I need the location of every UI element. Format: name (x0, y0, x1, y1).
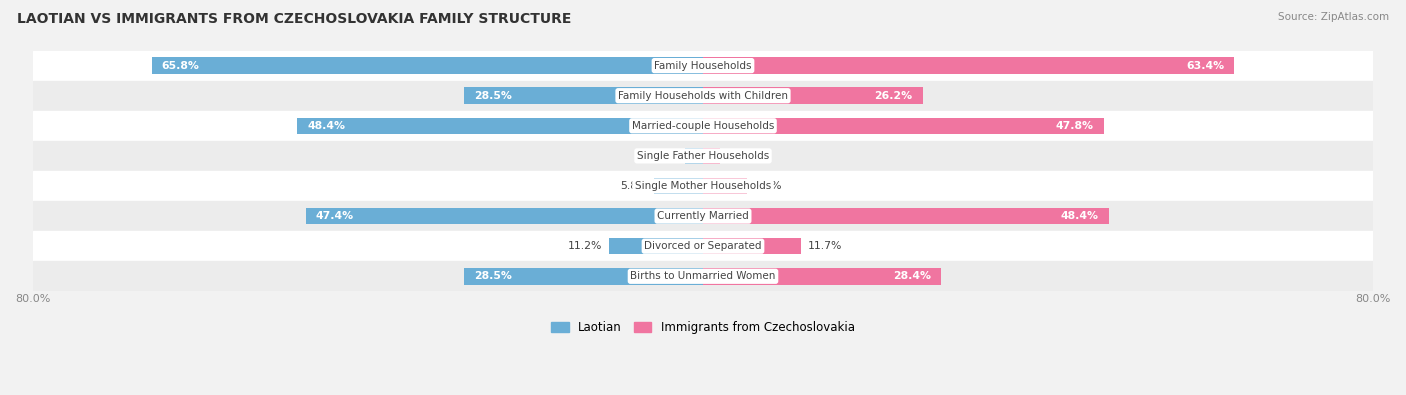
Bar (32, 51, 1374, 81)
Bar (609, 238, 703, 254)
Text: 28.4%: 28.4% (893, 271, 931, 281)
Bar (32, 171, 1374, 201)
Bar (32, 141, 1374, 171)
Text: Family Households with Children: Family Households with Children (619, 91, 787, 101)
Bar (464, 87, 703, 104)
Text: 2.0%: 2.0% (727, 151, 754, 161)
Text: 28.5%: 28.5% (474, 271, 512, 281)
Text: 11.2%: 11.2% (568, 241, 602, 251)
Text: 63.4%: 63.4% (1187, 60, 1225, 71)
Text: Births to Unmarried Women: Births to Unmarried Women (630, 271, 776, 281)
Text: Married-couple Households: Married-couple Households (631, 121, 775, 131)
Text: 11.7%: 11.7% (807, 241, 842, 251)
Bar (307, 208, 703, 224)
Text: Single Father Households: Single Father Households (637, 151, 769, 161)
Bar (703, 178, 748, 194)
Bar (703, 208, 1108, 224)
Text: 5.8%: 5.8% (620, 181, 648, 191)
Bar (32, 81, 1374, 111)
Text: 48.4%: 48.4% (308, 121, 346, 131)
Text: 65.8%: 65.8% (162, 60, 200, 71)
Bar (464, 268, 703, 284)
Legend: Laotian, Immigrants from Czechoslovakia: Laotian, Immigrants from Czechoslovakia (547, 316, 859, 339)
Bar (32, 111, 1374, 141)
Text: 48.4%: 48.4% (1060, 211, 1098, 221)
Text: 28.5%: 28.5% (474, 91, 512, 101)
Text: Single Mother Households: Single Mother Households (636, 181, 770, 191)
Text: 5.3%: 5.3% (754, 181, 782, 191)
Bar (703, 238, 801, 254)
Bar (152, 57, 703, 74)
Text: Divorced or Separated: Divorced or Separated (644, 241, 762, 251)
Bar (703, 148, 720, 164)
Bar (703, 87, 922, 104)
Text: 47.8%: 47.8% (1056, 121, 1094, 131)
Text: LAOTIAN VS IMMIGRANTS FROM CZECHOSLOVAKIA FAMILY STRUCTURE: LAOTIAN VS IMMIGRANTS FROM CZECHOSLOVAKI… (17, 12, 571, 26)
Bar (32, 261, 1374, 292)
Text: 2.2%: 2.2% (651, 151, 678, 161)
Bar (703, 118, 1104, 134)
Text: 47.4%: 47.4% (316, 211, 354, 221)
Text: 26.2%: 26.2% (875, 91, 912, 101)
Bar (703, 268, 941, 284)
Text: Source: ZipAtlas.com: Source: ZipAtlas.com (1278, 12, 1389, 22)
Text: Currently Married: Currently Married (657, 211, 749, 221)
Bar (685, 148, 703, 164)
Bar (298, 118, 703, 134)
Bar (32, 201, 1374, 231)
Bar (654, 178, 703, 194)
Bar (703, 57, 1234, 74)
Bar (32, 231, 1374, 261)
Text: Family Households: Family Households (654, 60, 752, 71)
